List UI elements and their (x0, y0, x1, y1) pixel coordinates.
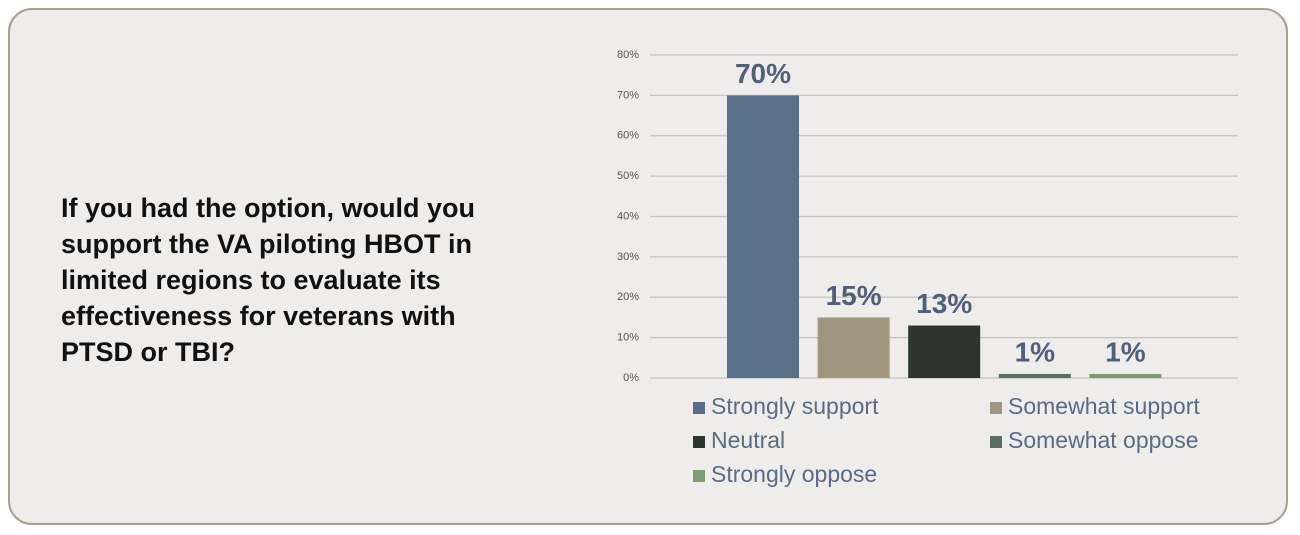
y-tick-label: 30% (617, 251, 639, 263)
value-label: 70% (735, 58, 791, 89)
value-label: 15% (826, 280, 882, 311)
y-tick-label: 50% (617, 170, 639, 182)
legend-swatch (990, 402, 1002, 414)
y-tick-label: 80% (617, 49, 639, 61)
legend-label: Strongly support (711, 393, 879, 419)
bar (817, 317, 890, 378)
y-tick-label: 70% (617, 89, 639, 101)
value-label: 1% (1015, 336, 1056, 367)
legend-swatch (693, 436, 705, 448)
legend-swatch (990, 436, 1002, 448)
value-label: 1% (1105, 336, 1146, 367)
y-tick-label: 60% (617, 130, 639, 142)
bar (998, 373, 1071, 378)
legend-label: Strongly oppose (711, 461, 877, 487)
bar (1089, 373, 1162, 378)
question-title: If you had the option, would you support… (61, 193, 475, 367)
bar (727, 95, 799, 378)
legend-label: Somewhat support (1008, 393, 1200, 419)
card: If you had the option, would you support… (8, 8, 1288, 525)
y-tick-label: 10% (617, 332, 639, 344)
legend-swatch (693, 402, 705, 414)
legend-label: Somewhat oppose (1008, 427, 1199, 453)
y-tick-label: 20% (617, 291, 639, 303)
legend-label: Neutral (711, 427, 785, 453)
y-tick-label: 40% (617, 210, 639, 222)
legend-swatch (693, 470, 705, 482)
y-tick-label: 0% (623, 372, 639, 384)
value-label: 13% (916, 288, 972, 319)
bar (908, 325, 981, 378)
